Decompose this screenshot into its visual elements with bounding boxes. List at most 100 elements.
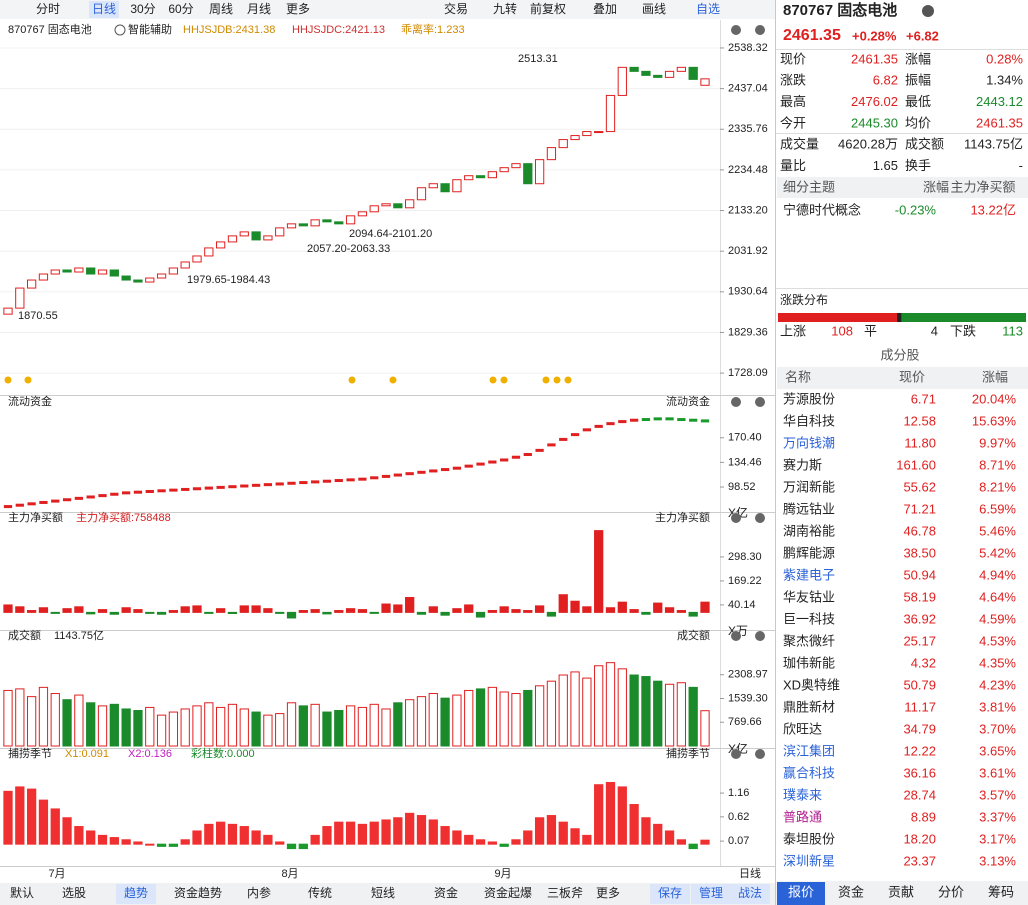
stock-name[interactable]: 泰坦股份 — [783, 831, 835, 846]
components-header[interactable]: 现价 — [899, 369, 925, 384]
candle — [251, 231, 261, 241]
settings-icon[interactable] — [731, 631, 741, 641]
bottom-tab[interactable]: 传统 — [308, 885, 332, 900]
right-tab[interactable]: 报价 — [788, 884, 814, 899]
right-tab[interactable]: 筹码 — [988, 884, 1014, 899]
candle — [145, 277, 155, 283]
bottom-tab[interactable]: 资金 — [434, 885, 458, 900]
candle — [204, 247, 214, 257]
toolbar-button[interactable]: 画线 — [642, 2, 666, 16]
bar — [286, 611, 297, 619]
settings-icon[interactable] — [731, 25, 741, 35]
stock-name[interactable]: 芳源股份 — [783, 391, 835, 406]
stock-name[interactable]: XD奥特维 — [783, 677, 840, 692]
info-icon[interactable] — [922, 5, 934, 17]
close-icon[interactable] — [755, 749, 765, 759]
y-tick-label: 2437.04 — [728, 83, 768, 95]
bottom-tab[interactable]: 资金起爆 — [484, 885, 532, 900]
stock-name[interactable]: 滨江集团 — [783, 743, 835, 758]
bottom-tab[interactable]: 资金趋势 — [174, 885, 222, 900]
toolbar-button[interactable]: 分时 — [36, 2, 60, 16]
toolbar-button[interactable]: 更多 — [286, 2, 310, 16]
candle — [26, 279, 37, 289]
stock-name[interactable]: 普路通 — [783, 809, 822, 824]
toolbar-button[interactable]: 月线 — [247, 2, 271, 16]
settings-icon[interactable] — [731, 749, 741, 759]
close-icon[interactable] — [755, 25, 765, 35]
toolbar-button[interactable]: 叠加 — [593, 2, 617, 16]
bottom-tab[interactable]: 短线 — [371, 886, 395, 900]
stock-name[interactable]: 腾远钴业 — [783, 501, 835, 516]
stock-change: 4.53% — [979, 633, 1016, 648]
candle — [582, 131, 592, 137]
bottom-tab[interactable]: 趋势 — [124, 886, 148, 900]
assist-icon[interactable] — [114, 24, 126, 36]
stock-name[interactable]: 巨一科技 — [783, 611, 835, 626]
bottom-tab[interactable]: 管理 — [699, 885, 723, 900]
toolbar-button[interactable]: 日线 — [92, 2, 116, 16]
stock-name[interactable]: 璞泰来 — [783, 787, 822, 802]
stock-name[interactable]: 鹏辉能源 — [783, 545, 835, 560]
panel-title-right: 主力净买额 — [655, 510, 710, 524]
stock-name[interactable]: 鼎胜新材 — [783, 699, 835, 714]
stock-name[interactable]: 赢合科技 — [783, 765, 835, 780]
stock-name[interactable]: 欣旺达 — [783, 721, 822, 736]
star-marker — [24, 376, 32, 384]
toolbar-button[interactable]: 60分 — [168, 2, 193, 16]
settings-icon[interactable] — [731, 513, 741, 523]
stock-change: 6.59% — [979, 501, 1016, 516]
bottom-tab[interactable]: 选股 — [62, 886, 86, 900]
bar — [381, 603, 391, 613]
bar — [86, 702, 96, 747]
bar — [475, 611, 486, 618]
toolbar-button[interactable]: 30分 — [130, 2, 155, 16]
right-tab[interactable]: 资金 — [838, 884, 864, 899]
stock-price: 11.80 — [904, 435, 936, 450]
bar — [216, 706, 226, 747]
components-header[interactable]: 名称 — [785, 369, 811, 384]
stock-name[interactable]: 珈伟新能 — [783, 655, 835, 670]
stock-price: 36.92 — [903, 611, 936, 626]
stock-name[interactable]: 赛力斯 — [783, 457, 822, 472]
stock-name[interactable]: 聚杰微纤 — [783, 633, 835, 648]
bottom-tab[interactable]: 战法 — [738, 886, 762, 900]
y-tick-label: 1728.09 — [728, 367, 768, 379]
stock-name[interactable]: 紫建电子 — [783, 567, 835, 582]
bar — [74, 694, 84, 747]
stock-name[interactable]: 湖南裕能 — [783, 523, 835, 538]
right-tab[interactable]: 分价 — [938, 884, 964, 899]
bar — [605, 662, 616, 747]
settings-icon[interactable] — [731, 397, 741, 407]
toolbar-button[interactable]: 前复权 — [530, 1, 566, 16]
bar — [180, 839, 190, 845]
bar — [688, 611, 698, 617]
theme-header: 细分主题 — [783, 179, 835, 194]
stock-name[interactable]: 万润新能 — [783, 479, 835, 494]
toolbar-button[interactable]: 九转 — [493, 1, 517, 16]
bottom-tab[interactable]: 更多 — [596, 886, 620, 900]
close-icon[interactable] — [755, 513, 765, 523]
toolbar-button[interactable]: 交易 — [444, 1, 468, 16]
y-tick-label: 0.07 — [728, 835, 749, 847]
stock-name[interactable]: 深圳新星 — [783, 853, 835, 868]
toolbar-button[interactable]: 周线 — [209, 2, 233, 16]
star-marker — [564, 376, 572, 384]
bottom-tab[interactable]: 保存 — [658, 886, 682, 900]
stock-change: 5.46% — [979, 523, 1016, 538]
bottom-tab[interactable]: 默认 — [10, 885, 34, 900]
close-icon[interactable] — [755, 631, 765, 641]
components-header[interactable]: 涨幅 — [982, 369, 1008, 384]
bar — [558, 674, 568, 747]
stock-name[interactable]: 万向钱潮 — [783, 435, 835, 450]
bar — [428, 606, 438, 613]
right-tab[interactable]: 贡献 — [888, 884, 914, 899]
bar — [428, 819, 438, 845]
close-icon[interactable] — [755, 397, 765, 407]
bar — [133, 609, 143, 613]
candle — [62, 269, 72, 273]
bottom-tab[interactable]: 内参 — [247, 885, 271, 900]
stock-name[interactable]: 华友钴业 — [783, 589, 835, 604]
toolbar-button[interactable]: 自选 — [696, 2, 720, 16]
bottom-tab[interactable]: 三板斧 — [547, 886, 583, 900]
stock-name[interactable]: 华自科技 — [783, 413, 835, 428]
